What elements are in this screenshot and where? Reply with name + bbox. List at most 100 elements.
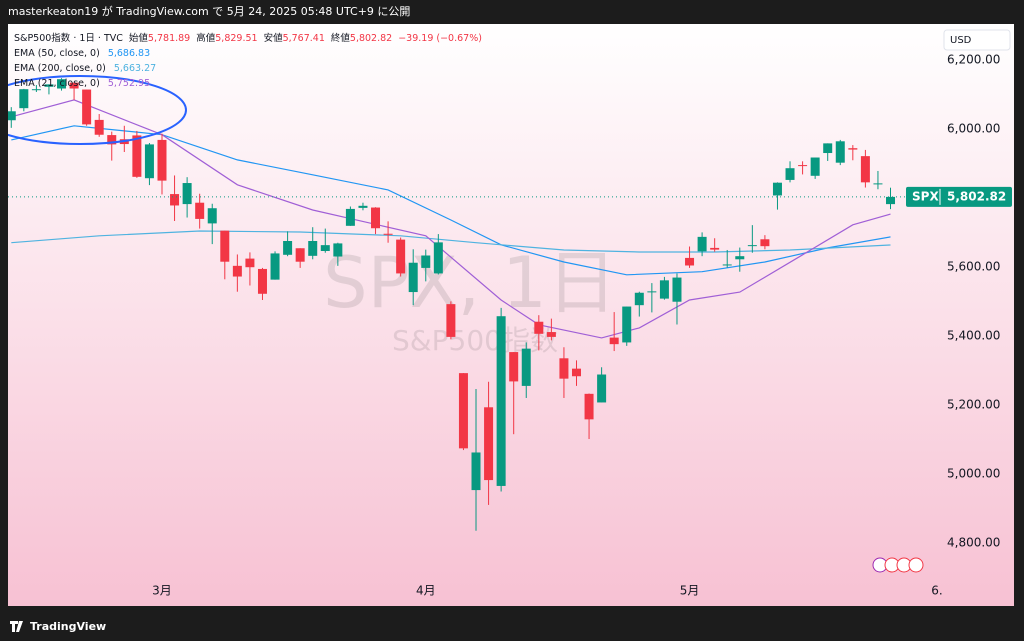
candle-body	[559, 358, 569, 379]
ohlc-value: 5,781.89	[148, 33, 190, 44]
candle-body	[270, 253, 280, 280]
last-price-label: 5,802.82	[947, 189, 1006, 203]
candle-body	[886, 196, 896, 205]
candle-body	[82, 89, 92, 125]
candle-body	[659, 280, 669, 299]
candle-body	[509, 352, 519, 382]
candle-body	[107, 135, 117, 145]
symbol-title: S&P500指数 · 1日 · TVC	[14, 32, 123, 44]
publish-note: masterkeaton19 が TradingView.com で 5月 24…	[8, 4, 410, 18]
candle-body	[182, 183, 192, 205]
watermark-name: S&P500指数	[392, 324, 558, 357]
candle-body	[8, 111, 16, 121]
candle-body	[57, 79, 67, 89]
candle-body	[170, 194, 180, 206]
y-tick-label: 5,600.00	[947, 259, 1000, 273]
indicator-value: 5,752.95	[108, 78, 150, 89]
candle-body	[835, 141, 845, 163]
ohlc-label: 始値	[129, 32, 149, 44]
ohlc-value: 5,802.82	[350, 33, 392, 44]
candle-body	[484, 407, 494, 481]
legend-title-row: S&P500指数 · 1日 · TVC 始値5,781.89 高値5,829.51 安…	[14, 32, 482, 44]
candle-body	[408, 262, 418, 293]
candle-body	[220, 230, 230, 262]
candle-body	[722, 264, 732, 266]
candle-body	[634, 292, 644, 306]
indicator-name: EMA (200, close, 0)	[14, 63, 106, 74]
candle-body	[735, 256, 745, 260]
candle-body	[433, 242, 443, 274]
x-tick-label: 6.	[931, 584, 942, 598]
indicator-name: EMA (50, close, 0)	[14, 48, 100, 59]
candle-body	[333, 243, 343, 257]
candle-body	[860, 156, 870, 183]
candle-body	[132, 135, 142, 177]
x-tick-label: 5月	[680, 584, 700, 598]
legend: S&P500指数 · 1日 · TVC 始値5,781.89 高値5,829.51 安…	[14, 32, 482, 89]
indicator-name: EMA (21, close, 0)	[14, 78, 100, 89]
ohlc-label: 安値	[264, 32, 284, 44]
candle-body	[496, 316, 506, 486]
candle-body	[245, 258, 255, 268]
candle-body	[534, 321, 544, 334]
y-tick-label: 6,000.00	[947, 121, 1000, 135]
x-tick-label: 4月	[416, 584, 436, 598]
change: −39.19 (−0.67%)	[398, 33, 482, 44]
y-tick-label: 5,400.00	[947, 328, 1000, 342]
candle-body	[597, 374, 607, 403]
candle-body	[94, 119, 104, 135]
candle-body	[785, 168, 795, 180]
candle-body	[584, 393, 594, 420]
brand-name: TradingView	[30, 620, 106, 633]
candle-body	[697, 236, 707, 252]
candle-body	[546, 332, 556, 337]
last-price-box	[906, 186, 1012, 207]
indicator-legend: EMA (200, close, 0) 5,663.27	[14, 63, 156, 74]
candle-body	[207, 208, 217, 224]
candle-body	[345, 208, 355, 226]
flags	[872, 557, 924, 573]
y-tick-label: 6,200.00	[947, 52, 1000, 66]
annotation-ellipse	[8, 75, 187, 145]
candle-body	[232, 265, 242, 277]
ema-line	[11, 125, 891, 276]
candle-body	[685, 257, 695, 266]
candle-body	[521, 348, 531, 386]
candle-body	[647, 291, 657, 293]
candle-body	[609, 337, 619, 345]
candle-body	[710, 247, 720, 250]
event-icon[interactable]	[908, 557, 924, 573]
candle-body	[622, 306, 632, 343]
plot	[8, 78, 940, 531]
candle-body	[383, 233, 393, 235]
brand: TradingView	[10, 620, 106, 633]
candle-body	[358, 205, 368, 208]
candle-body	[257, 268, 267, 294]
ohlc-label: 高値	[196, 32, 216, 44]
candle-body	[320, 245, 330, 252]
indicator-value: 5,663.27	[114, 63, 156, 74]
candle-body	[421, 255, 431, 268]
candle-body	[283, 240, 293, 255]
candle-body	[446, 304, 456, 337]
candle-body	[144, 144, 154, 179]
y-tick-label: 5,000.00	[947, 466, 1000, 480]
candle-body	[810, 157, 820, 176]
ohlc-value: 5,767.41	[283, 33, 325, 44]
candle-body	[798, 165, 808, 167]
candle-body	[747, 245, 757, 247]
candle-body	[672, 277, 682, 302]
indicator-legend: EMA (50, close, 0) 5,686.83	[14, 48, 150, 59]
last-price-symbol: SPX	[912, 189, 939, 203]
candle-body	[371, 207, 381, 229]
currency-box[interactable]	[943, 29, 1011, 51]
candle-body	[873, 183, 883, 185]
indicator-legend: EMA (21, close, 0) 5,752.95	[14, 78, 150, 89]
candle-body	[471, 452, 481, 491]
currency: USD	[950, 35, 972, 46]
candle-body	[848, 148, 858, 150]
candle-body	[295, 248, 305, 262]
candle-body	[157, 139, 167, 181]
